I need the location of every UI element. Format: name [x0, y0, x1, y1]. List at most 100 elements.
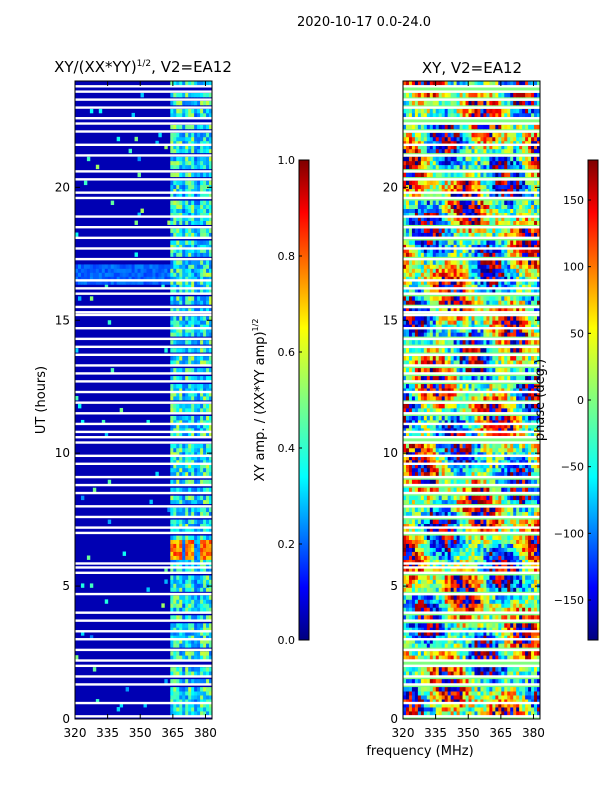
amplitude-cell	[182, 639, 186, 644]
phase-cell	[426, 615, 431, 620]
phase-cell	[474, 415, 478, 421]
phase-cell	[456, 563, 460, 568]
amplitude-cell	[209, 108, 212, 114]
amplitude-cell	[188, 184, 192, 190]
phase-cell	[507, 579, 511, 584]
phase-cell	[432, 431, 437, 437]
phase-cell	[531, 459, 535, 465]
phase-cell	[414, 499, 419, 505]
phase-cell	[459, 699, 463, 704]
phase-cell	[420, 711, 425, 716]
amplitude-cell	[179, 419, 183, 425]
phase-cell	[441, 703, 446, 708]
phase-cell	[453, 563, 458, 568]
phase-cell	[525, 443, 529, 449]
phase-cell	[495, 499, 499, 505]
amplitude-cell	[131, 264, 135, 269]
amplitude-cell	[182, 136, 186, 142]
phase-cell	[498, 455, 502, 461]
phase-cell	[510, 376, 514, 381]
phase-cell	[477, 695, 481, 700]
phase-cell	[519, 563, 523, 568]
phase-cell	[531, 603, 535, 608]
amplitude-cell	[206, 687, 210, 692]
phase-cell	[453, 523, 458, 528]
amplitude-cell	[197, 603, 201, 608]
phase-cell	[483, 707, 487, 712]
amplitude-cell	[206, 627, 210, 632]
phase-cell	[534, 711, 538, 716]
phase-cell	[441, 507, 446, 513]
phase-cell	[507, 615, 511, 620]
phase-cell	[528, 427, 532, 433]
amplitude-cell	[194, 296, 198, 301]
phase-cell	[486, 539, 490, 544]
amplitude-cell	[194, 132, 198, 138]
phase-cell	[474, 471, 478, 477]
amplitude-cell	[146, 280, 150, 285]
phase-cell	[426, 403, 431, 409]
phase-cell	[444, 639, 449, 644]
amplitude-cell	[182, 320, 186, 325]
phase-cell	[444, 575, 449, 580]
phase-cell	[495, 655, 499, 660]
phase-cell	[501, 463, 505, 469]
phase-cell	[519, 495, 523, 501]
phase-cell	[456, 392, 460, 397]
phase-cell	[486, 519, 490, 525]
phase-cell	[426, 599, 431, 604]
phase-cell	[408, 623, 413, 628]
phase-cell	[405, 711, 410, 716]
phase-cell	[471, 615, 475, 620]
phase-cell	[438, 451, 443, 457]
amplitude-cell	[188, 579, 192, 584]
amplitude-cell	[203, 320, 207, 325]
amplitude-cell	[179, 563, 183, 568]
phase-cell	[438, 487, 443, 493]
phase-cell	[403, 695, 407, 700]
phase-cell	[429, 519, 434, 525]
amplitude-cell	[176, 300, 180, 305]
phase-cell	[468, 443, 472, 449]
phase-cell	[414, 487, 419, 493]
amplitude-flag-row	[75, 701, 212, 705]
phase-cell	[507, 415, 511, 421]
amplitude-cell	[185, 551, 189, 556]
amplitude-cell	[209, 188, 212, 194]
phase-cell	[456, 535, 460, 540]
phase-cell	[522, 427, 526, 433]
amplitude-cell	[179, 587, 183, 592]
phase-cell	[432, 679, 437, 684]
phase-cell	[417, 384, 422, 389]
phase-cell	[444, 527, 449, 532]
phase-cell	[492, 667, 496, 672]
phase-cell	[510, 703, 514, 708]
phase-cell	[426, 407, 431, 413]
phase-cell	[450, 643, 455, 648]
phase-cell	[456, 487, 460, 493]
amplitude-cell	[158, 264, 162, 269]
amplitude-cell	[176, 699, 180, 704]
phase-cell	[537, 487, 540, 493]
phase-cell	[492, 431, 496, 437]
amplitude-cell	[179, 403, 183, 409]
phase-cell	[489, 467, 493, 473]
amplitude-cell	[173, 579, 177, 584]
phase-cell	[441, 559, 446, 564]
phase-cell	[504, 459, 508, 465]
phase-cell	[519, 587, 523, 592]
amplitude-cell	[89, 268, 94, 273]
phase-cell	[516, 407, 520, 413]
amplitude-cell	[173, 192, 177, 198]
amplitude-cell	[173, 264, 177, 269]
phase-cell	[528, 443, 532, 449]
amplitude-cell	[197, 388, 201, 393]
amplitude-cell	[107, 272, 112, 277]
phase-cell	[513, 583, 517, 588]
phase-cell	[519, 427, 523, 433]
phase-cell	[453, 403, 458, 409]
phase-cell	[516, 519, 520, 525]
phase-cell	[403, 551, 407, 556]
amplitude-cell	[197, 332, 201, 337]
phase-cell	[414, 563, 419, 568]
